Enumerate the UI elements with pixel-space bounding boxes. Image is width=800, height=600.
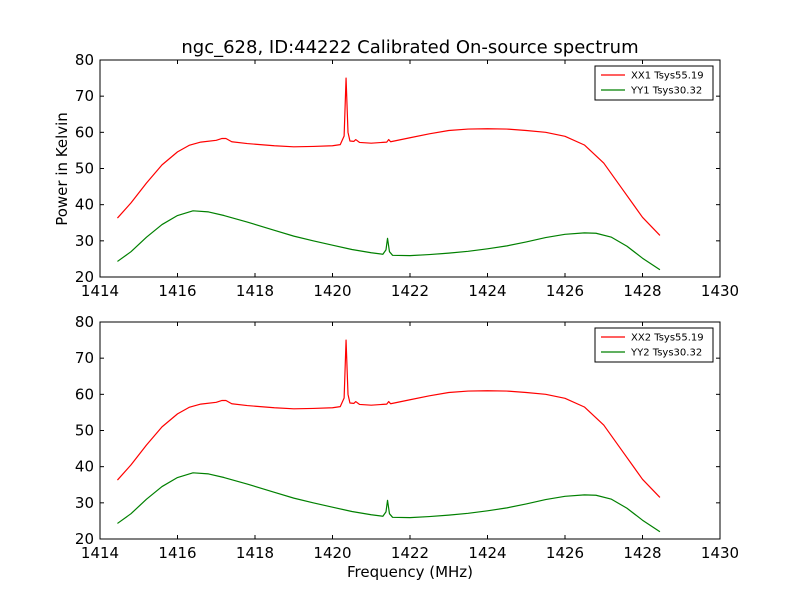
x-tick-label: 1424 bbox=[468, 282, 506, 300]
figure-title: ngc_628, ID:44222 Calibrated On-source s… bbox=[181, 37, 638, 58]
x-tick-label: 1430 bbox=[701, 282, 739, 300]
series-line-yy2 bbox=[117, 472, 661, 533]
legend-label: YY1 Tsys30.32 bbox=[630, 86, 702, 97]
y-tick-label: 40 bbox=[75, 196, 94, 214]
legend: XX2 Tsys55.19 YY2 Tsys30.32 bbox=[594, 327, 714, 363]
x-tick-label: 1416 bbox=[158, 544, 196, 562]
x-tick-label: 1422 bbox=[391, 544, 429, 562]
x-tick-label: 1420 bbox=[313, 282, 351, 300]
y-tick-label: 30 bbox=[75, 232, 94, 250]
x-tick-label: 1414 bbox=[81, 282, 119, 300]
legend-box bbox=[594, 65, 714, 101]
y-tick-label: 60 bbox=[75, 123, 94, 141]
y-tick-label: 50 bbox=[75, 422, 94, 440]
bottom-spectrum-panel: 1414 1416 1418 1420 1422 1424 1426 1428 1430 20 30… bbox=[75, 313, 739, 562]
x-tick-label: 1428 bbox=[623, 282, 661, 300]
y-tick-label: 20 bbox=[75, 530, 94, 548]
series-line-xx2 bbox=[116, 339, 661, 498]
series-line-xx1 bbox=[116, 77, 661, 236]
x-tick-label: 1430 bbox=[701, 544, 739, 562]
legend-label: YY2 Tsys30.32 bbox=[630, 348, 702, 359]
y-tick-label: 80 bbox=[75, 313, 94, 331]
y-axis-label: Power in Kelvin bbox=[53, 112, 71, 226]
x-tick-label: 1426 bbox=[546, 544, 584, 562]
y-tick-label: 60 bbox=[75, 385, 94, 403]
y-tick-label: 30 bbox=[75, 494, 94, 512]
y-tick-label: 70 bbox=[75, 87, 94, 105]
x-tick-label: 1428 bbox=[623, 544, 661, 562]
y-tick-label: 80 bbox=[75, 51, 94, 69]
y-tick-label: 20 bbox=[75, 268, 94, 286]
x-tick-label: 1418 bbox=[236, 544, 274, 562]
series-group bbox=[116, 339, 661, 533]
series-group bbox=[116, 77, 661, 271]
x-tick-label: 1420 bbox=[313, 544, 351, 562]
x-tick-label: 1418 bbox=[236, 282, 274, 300]
y-tick-label: 70 bbox=[75, 349, 94, 367]
x-tick-label: 1414 bbox=[81, 544, 119, 562]
legend: XX1 Tsys55.19 YY1 Tsys30.32 bbox=[594, 65, 714, 101]
series-line-yy1 bbox=[117, 210, 661, 271]
x-axis-label: Frequency (MHz) bbox=[347, 563, 473, 581]
y-tick-label: 40 bbox=[75, 458, 94, 476]
legend-label: XX2 Tsys55.19 bbox=[631, 333, 704, 344]
x-tick-label: 1416 bbox=[158, 282, 196, 300]
top-spectrum-panel: 1414 1416 1418 1420 1422 1424 1426 1428 1430 20 30… bbox=[75, 51, 739, 300]
x-tick-label: 1422 bbox=[391, 282, 429, 300]
x-tick-label: 1426 bbox=[546, 282, 584, 300]
legend-label: XX1 Tsys55.19 bbox=[631, 71, 704, 82]
x-tick-label: 1424 bbox=[468, 544, 506, 562]
y-tick-label: 50 bbox=[75, 160, 94, 178]
legend-box bbox=[594, 327, 714, 363]
